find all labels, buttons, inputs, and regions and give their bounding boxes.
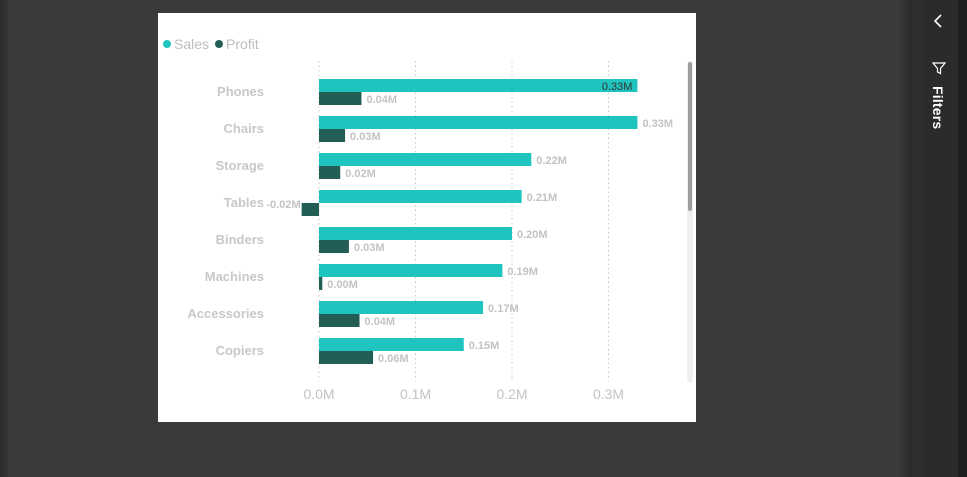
funnel-icon[interactable] <box>931 61 948 77</box>
bar-sales[interactable] <box>319 227 512 240</box>
x-tick-label: 0.1M <box>400 386 431 402</box>
data-label-profit: 0.06M <box>378 353 409 365</box>
bar-profit[interactable] <box>319 351 374 364</box>
category-label: Storage <box>216 158 264 173</box>
canvas-right-shade <box>898 0 910 477</box>
bar-sales[interactable] <box>319 153 532 166</box>
category-label: Tables <box>224 195 264 210</box>
data-label-sales: 0.33M <box>642 118 673 130</box>
bar-sales[interactable] <box>319 190 522 203</box>
bar-profit[interactable] <box>319 166 341 179</box>
data-label-sales: 0.17M <box>488 303 519 315</box>
category-label: Binders <box>216 232 264 247</box>
legend-item-profit[interactable]: Profit <box>215 36 259 52</box>
bar-profit[interactable] <box>319 277 323 290</box>
legend-label-profit: Profit <box>226 36 259 52</box>
bar-profit[interactable] <box>319 129 346 142</box>
bar-sales[interactable] <box>319 264 503 277</box>
canvas-left-shade <box>0 0 10 477</box>
chevron-left-icon[interactable] <box>930 12 948 30</box>
data-label-profit: 0.00M <box>327 279 358 291</box>
chart-legend: Sales Profit <box>163 35 259 53</box>
category-label: Phones <box>217 84 264 99</box>
legend-dot-sales-icon <box>163 40 171 48</box>
data-label-profit: 0.04M <box>365 316 396 328</box>
gridlines <box>318 61 609 381</box>
category-labels: Phones Chairs Storage Tables Binders Machines… <box>187 84 264 358</box>
data-label-sales: 0.33M <box>602 81 633 93</box>
bar-profit[interactable] <box>319 92 362 105</box>
data-label-profit: 0.02M <box>345 168 376 180</box>
filters-pane-title[interactable]: Filters <box>930 86 946 130</box>
legend-label-sales: Sales <box>174 36 210 52</box>
bar-sales[interactable] <box>319 79 638 92</box>
data-label-profit: 0.04M <box>366 94 397 106</box>
bar-chart: Phones Chairs Storage Tables Binders Machines… <box>187 61 693 402</box>
data-labels: 0.33M 0.04M 0.33M 0.03M 0.22M 0.02M 0.21M -0.02… <box>266 81 673 365</box>
data-label-profit: 0.03M <box>354 242 385 254</box>
data-label-sales: 0.20M <box>517 229 548 241</box>
data-label-sales: 0.21M <box>527 192 558 204</box>
data-label-profit: -0.02M <box>266 199 300 211</box>
data-label-sales: 0.22M <box>536 155 567 167</box>
legend-item-sales[interactable]: Sales <box>163 36 209 52</box>
x-tick-label: 0.0M <box>303 386 334 402</box>
pane-edge <box>958 0 967 477</box>
bar-profit[interactable] <box>319 314 360 327</box>
data-label-profit: 0.03M <box>350 131 381 143</box>
legend-dot-profit-icon <box>215 40 224 48</box>
x-axis-tick-labels: 0.0M 0.1M 0.2M 0.3M <box>303 386 624 402</box>
canvas-gutter <box>910 0 925 477</box>
bar-profit[interactable] <box>301 203 319 216</box>
category-label: Accessories <box>187 306 264 321</box>
chart-scrollbar-thumb[interactable] <box>688 62 692 211</box>
bars <box>301 79 638 364</box>
x-tick-label: 0.2M <box>496 386 527 402</box>
bar-sales[interactable] <box>319 116 638 129</box>
category-label: Chairs <box>224 121 264 136</box>
data-label-sales: 0.15M <box>469 340 500 352</box>
category-label: Machines <box>205 269 264 284</box>
data-label-sales: 0.19M <box>507 266 538 278</box>
x-tick-label: 0.3M <box>593 386 624 402</box>
bar-sales[interactable] <box>319 301 484 314</box>
bar-profit[interactable] <box>319 240 349 253</box>
bar-sales[interactable] <box>319 338 464 351</box>
category-label: Copiers <box>216 343 264 358</box>
